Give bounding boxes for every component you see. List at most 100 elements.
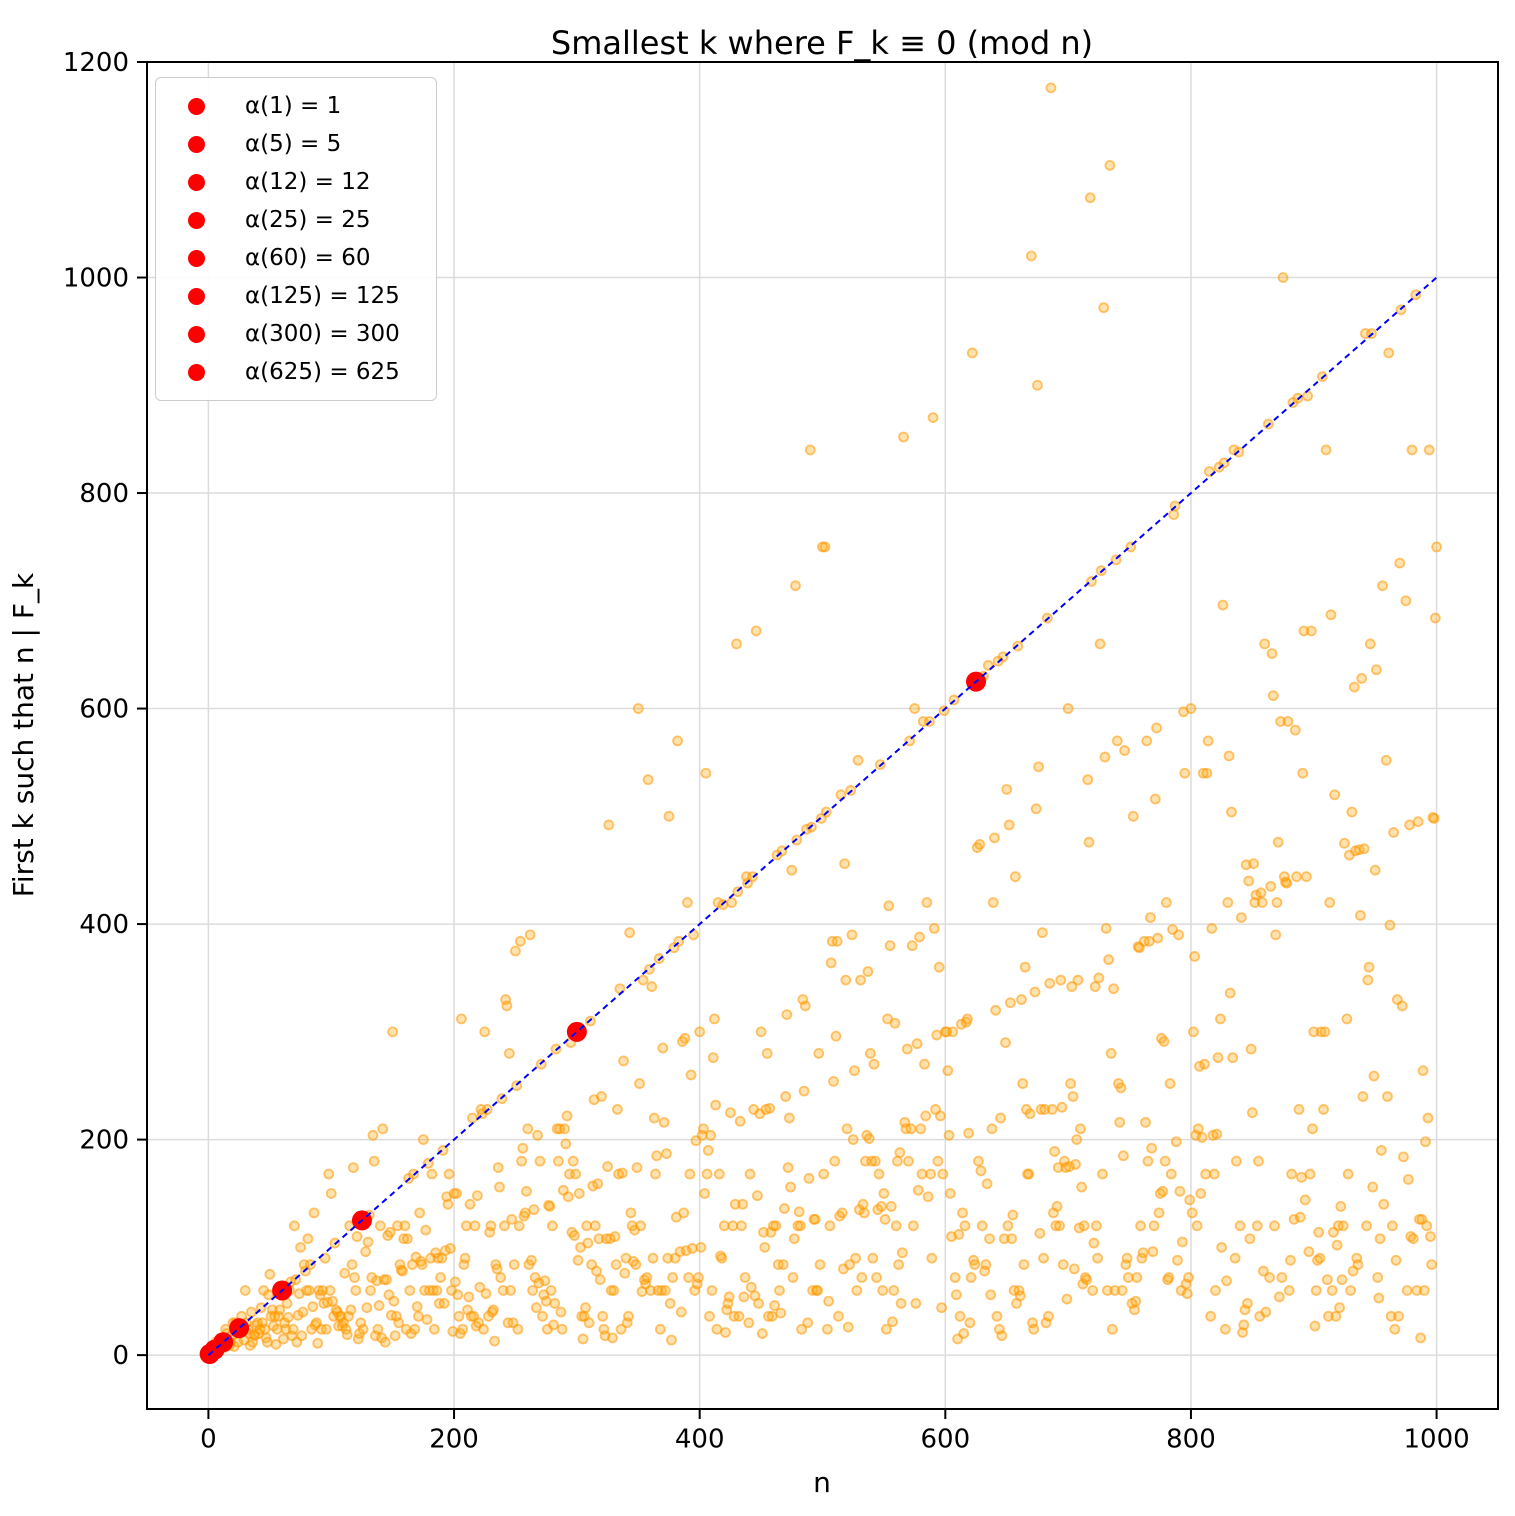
scatter-point [532, 1129, 543, 1141]
scatter-point [1099, 751, 1111, 763]
scatter-point [514, 935, 526, 947]
scatter-point [1368, 1070, 1380, 1082]
scatter-point [295, 1241, 306, 1253]
scatter-point [495, 1272, 507, 1283]
scatter-point [1082, 774, 1094, 786]
legend-label: α(5) = 5 [245, 131, 342, 157]
scatter-point [885, 1201, 897, 1212]
scatter-point [743, 1317, 755, 1329]
scatter-point [317, 1285, 329, 1296]
scatter-point [936, 1302, 948, 1314]
scatter-point [1243, 875, 1255, 887]
scatter-point [1185, 703, 1197, 714]
scatter-point [570, 1168, 582, 1180]
scatter-point [912, 1184, 924, 1196]
scatter-point [1357, 1091, 1369, 1102]
x-tick-label: 400 [675, 1424, 725, 1454]
scatter-point [546, 1220, 558, 1232]
scatter-point [623, 1310, 634, 1322]
scatter-point [686, 1243, 698, 1254]
legend-marker-icon [188, 135, 205, 153]
scatter-point [1429, 612, 1441, 624]
scatter-point [387, 1026, 399, 1038]
scatter-point [852, 754, 864, 766]
scatter-point [1116, 1285, 1128, 1296]
scatter-point [868, 1058, 880, 1070]
scatter-point [277, 1333, 289, 1345]
scatter-point [611, 1104, 623, 1115]
scatter-point [1406, 444, 1418, 456]
scatter-point [822, 1323, 833, 1335]
scatter-point [1428, 813, 1440, 824]
scatter-point [804, 444, 816, 456]
scatter-point [949, 1272, 961, 1283]
scatter-point [1044, 977, 1056, 989]
scatter-point [1039, 1104, 1051, 1115]
scatter-point [915, 1123, 927, 1135]
scatter-point [895, 1297, 907, 1309]
scatter-point [1164, 1078, 1176, 1089]
scatter-point [452, 1289, 464, 1301]
legend-marker-icon [188, 287, 205, 305]
scatter-point [1052, 1162, 1064, 1174]
scatter-point [389, 1330, 401, 1342]
scatter-point [534, 1155, 546, 1167]
scatter-point [421, 1314, 433, 1325]
scatter-point [1264, 1272, 1275, 1283]
scatter-point [1282, 716, 1294, 727]
scatter-point [618, 1055, 629, 1067]
scatter-point [947, 1026, 959, 1038]
scatter-point [1165, 1168, 1177, 1180]
scatter-point [474, 1281, 486, 1293]
scatter-point [1145, 912, 1156, 924]
legend-label: α(625) = 625 [245, 359, 400, 385]
scatter-point [561, 1110, 573, 1122]
scatter-point [1146, 1142, 1158, 1154]
scatter-point [632, 703, 644, 714]
scatter-point [1045, 82, 1057, 94]
scatter-point [693, 1272, 704, 1283]
scatter-point [830, 1030, 842, 1042]
scatter-point [850, 1252, 862, 1264]
scatter-point [1407, 1233, 1419, 1245]
scatter-point [1151, 722, 1162, 734]
scatter-point [1129, 1304, 1140, 1316]
scatter-point [464, 1198, 476, 1210]
scatter-point [1388, 827, 1400, 838]
scatter-point [739, 1272, 751, 1283]
scatter-point [1296, 1171, 1307, 1183]
scatter-point [944, 1188, 956, 1199]
scatter-point [637, 974, 649, 986]
scatter-point [678, 1207, 690, 1219]
scatter-point [1055, 974, 1067, 986]
scatter-point [1205, 1310, 1217, 1322]
scatter-point [1122, 1272, 1134, 1283]
scatter-point [1016, 994, 1027, 1005]
scatter-point [1196, 1132, 1208, 1143]
scatter-point [1377, 580, 1388, 592]
scatter-point [1046, 1104, 1058, 1115]
highlight-point [566, 1021, 587, 1042]
scatter-point [1421, 1220, 1433, 1232]
scatter-point [1028, 1323, 1040, 1335]
scatter-point [530, 1302, 542, 1314]
scatter-point [1127, 810, 1139, 822]
scatter-point [1267, 690, 1279, 702]
x-tick-label: 800 [1166, 1424, 1216, 1454]
scatter-point [1183, 1272, 1194, 1283]
scatter-point [662, 1252, 674, 1264]
scatter-point [548, 1319, 559, 1331]
scatter-point [1186, 1207, 1198, 1219]
scatter-point [828, 1076, 839, 1087]
scatter-point [567, 1155, 579, 1167]
scatter-point [1000, 1037, 1011, 1049]
legend-entry: α(300) = 300 [188, 315, 436, 353]
scatter-point [775, 1307, 787, 1319]
scatter-point [1093, 972, 1105, 984]
scatter-point [1335, 1201, 1347, 1212]
x-tick-label: 200 [429, 1424, 479, 1454]
scatter-point [443, 1168, 455, 1180]
scatter-point [1176, 1236, 1188, 1248]
scatter-point [308, 1207, 320, 1219]
